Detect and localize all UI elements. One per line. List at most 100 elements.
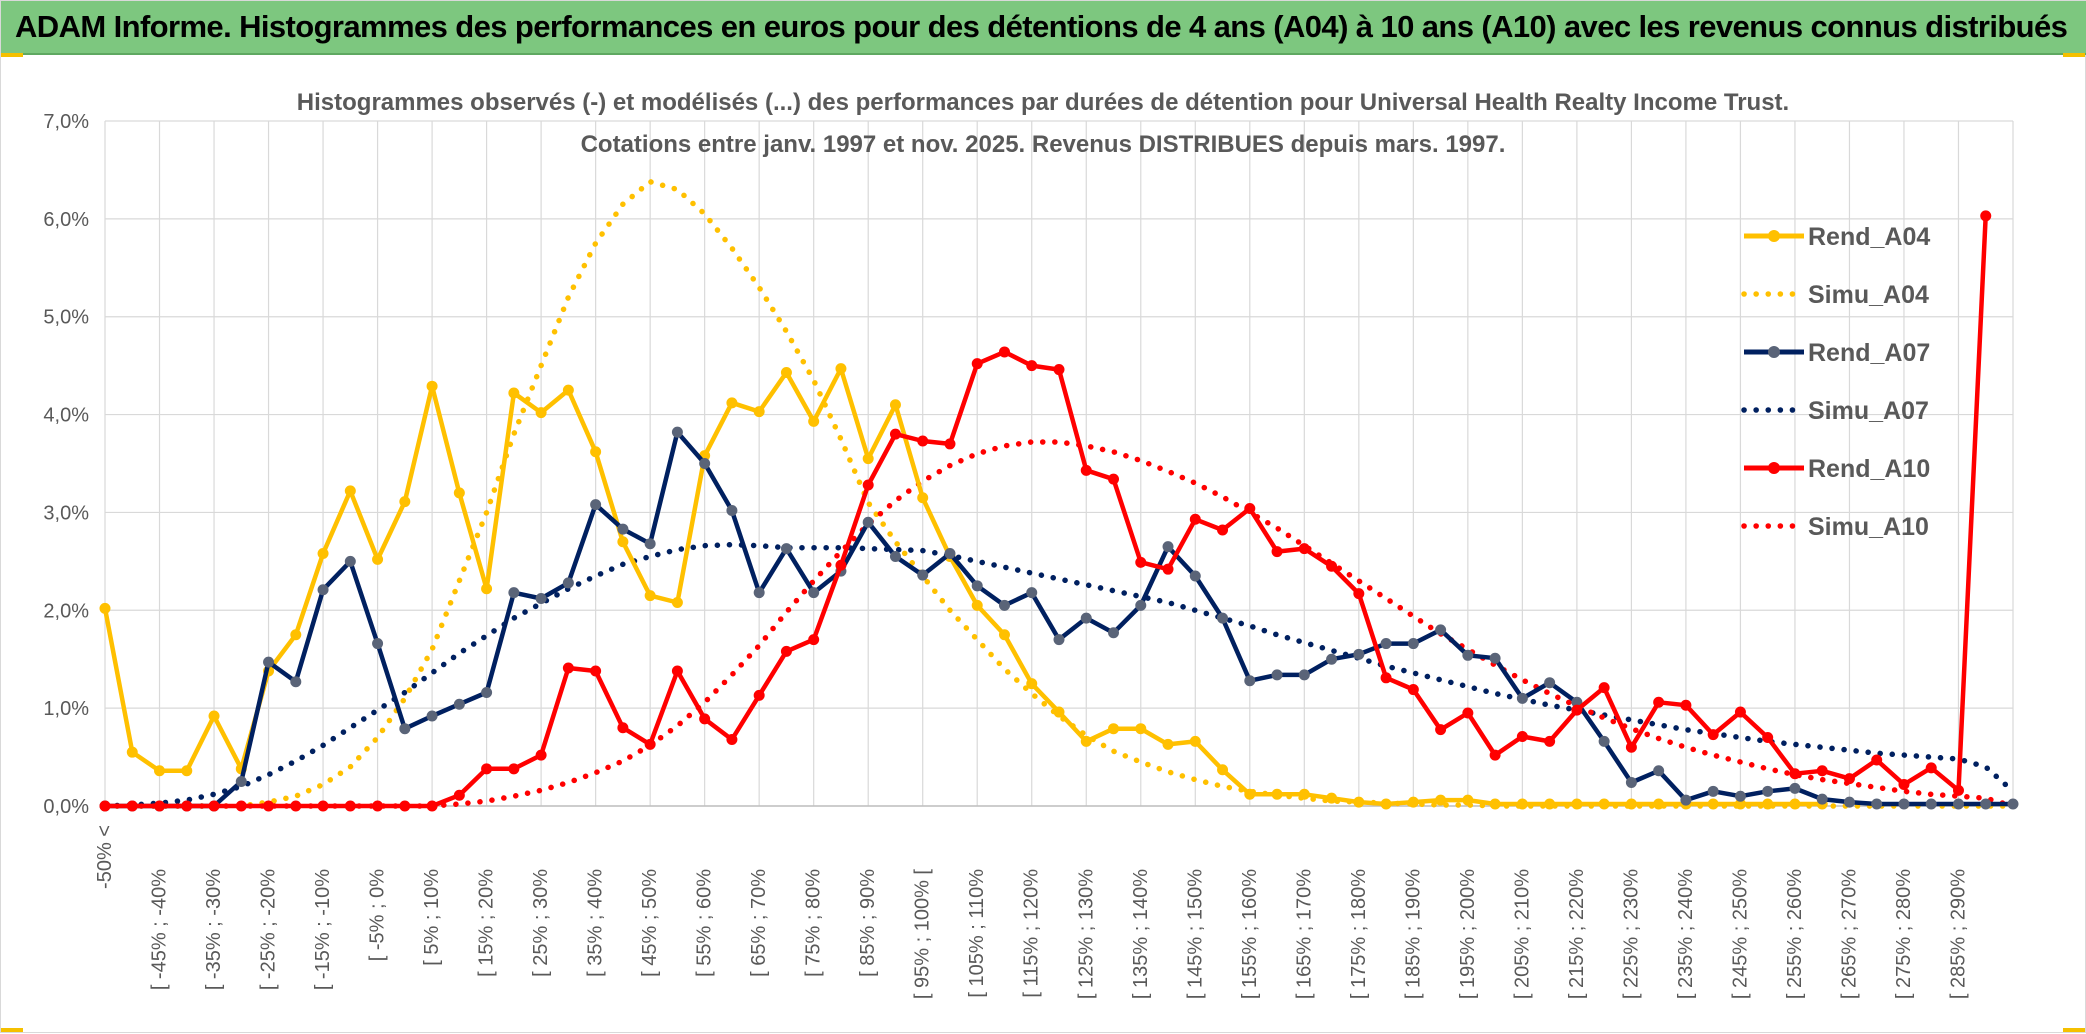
data-point	[1734, 790, 1746, 802]
data-point	[835, 363, 847, 375]
data-point	[1380, 798, 1392, 810]
data-point	[1653, 696, 1665, 708]
data-point	[1598, 682, 1610, 694]
legend-item-simu-a07: Simu_A07	[1741, 397, 1929, 425]
x-tick-label: [ -25% ; -20%	[258, 869, 280, 990]
data-point	[1244, 788, 1256, 800]
series-simu-a10	[102, 439, 2016, 809]
data-point	[726, 397, 738, 409]
data-point	[426, 710, 438, 722]
data-point	[1244, 503, 1256, 515]
data-point	[726, 733, 738, 745]
data-point	[1053, 634, 1065, 646]
data-point	[1489, 652, 1501, 664]
data-point	[154, 765, 166, 777]
data-point	[1080, 612, 1092, 624]
data-point	[1516, 731, 1528, 743]
data-point	[1298, 543, 1310, 555]
series-line	[102, 366, 1823, 807]
data-point	[399, 723, 411, 735]
data-point	[508, 763, 520, 775]
data-point	[372, 800, 384, 812]
series-line	[105, 215, 1988, 809]
data-point	[1789, 798, 1801, 810]
data-point	[862, 453, 874, 465]
data-point	[1135, 599, 1147, 611]
legend-label: Simu_A07	[1808, 397, 1929, 425]
data-point	[453, 789, 465, 801]
data-point	[971, 358, 983, 370]
page-title: ADAM Informe. Histogrammes des performan…	[15, 9, 2068, 44]
data-point	[1707, 798, 1719, 810]
data-point	[426, 800, 438, 812]
data-point	[1407, 796, 1419, 808]
data-point	[699, 713, 711, 725]
data-point	[263, 656, 275, 668]
x-tick-label: [ 265% ; 270%	[1838, 869, 1860, 999]
data-point	[1462, 649, 1474, 661]
x-tick-label: [ 235% ; 240%	[1675, 869, 1697, 999]
data-point	[780, 645, 792, 657]
x-tick-label: [ -5% ; 0%	[367, 869, 389, 961]
data-point	[1871, 798, 1883, 810]
data-point	[590, 499, 602, 511]
x-tick-label: [ 255% ; 260%	[1784, 869, 1806, 999]
data-point	[1707, 785, 1719, 797]
data-point	[617, 523, 629, 535]
data-point	[1680, 794, 1692, 806]
data-point	[1653, 798, 1665, 810]
x-tick-label: [ 175% ; 180%	[1348, 869, 1370, 999]
legend-item-simu-a04: Simu_A04	[1741, 281, 1929, 309]
legend: Rend_A04 Simu_A04 Rend_A07 Simu_A07 Rend_A10…	[1741, 223, 1930, 541]
data-point	[889, 399, 901, 411]
data-point	[1489, 798, 1501, 810]
data-point	[808, 587, 820, 599]
y-tick-label: 6,0%	[43, 209, 89, 231]
legend-item-rend-a10: Rend_A10	[1744, 455, 1930, 483]
data-point	[1462, 707, 1474, 719]
x-tick-label: [ 65% ; 70%	[748, 869, 770, 977]
data-point	[1898, 778, 1910, 790]
data-point	[1462, 794, 1474, 806]
header-banner: ADAM Informe. Histogrammes des performan…	[1, 1, 2086, 55]
data-point	[1980, 798, 1992, 810]
data-point	[1598, 735, 1610, 747]
data-point	[1135, 556, 1147, 568]
data-point	[1189, 735, 1201, 747]
data-point	[208, 710, 220, 722]
data-point	[1653, 765, 1665, 777]
data-point	[726, 504, 738, 516]
data-point	[372, 553, 384, 565]
data-point	[535, 407, 547, 419]
series-line	[102, 439, 2016, 809]
chart-subtitle: Cotations entre janv. 1997 et nov. 2025.…	[581, 131, 1506, 158]
corner-accent-left	[1, 53, 23, 57]
data-point	[181, 765, 193, 777]
x-tick-label: [ 75% ; 80%	[803, 869, 825, 977]
data-point	[453, 487, 465, 499]
data-point	[971, 580, 983, 592]
data-point	[1816, 793, 1828, 805]
data-point	[1435, 624, 1447, 636]
x-tick-label: [ -35% ; -30%	[203, 869, 225, 990]
data-point	[1298, 669, 1310, 681]
data-point	[399, 800, 411, 812]
data-point	[263, 800, 275, 812]
data-point	[1326, 792, 1338, 804]
x-tick-label: [ 285% ; 290%	[1947, 869, 1969, 999]
x-tick-label: [ 225% ; 230%	[1620, 869, 1642, 999]
data-point	[1271, 546, 1283, 558]
data-point	[1026, 360, 1038, 372]
chart-title: Histogrammes observés (-) et modélisés (…	[297, 89, 1789, 116]
data-point	[917, 435, 929, 447]
data-point	[1598, 798, 1610, 810]
data-point	[971, 599, 983, 611]
data-point	[1162, 738, 1174, 750]
data-point	[1789, 782, 1801, 794]
data-point	[1353, 588, 1365, 600]
data-point	[99, 800, 111, 812]
data-point	[1407, 638, 1419, 650]
data-point	[1843, 773, 1855, 785]
y-tick-label: 5,0%	[43, 307, 89, 329]
